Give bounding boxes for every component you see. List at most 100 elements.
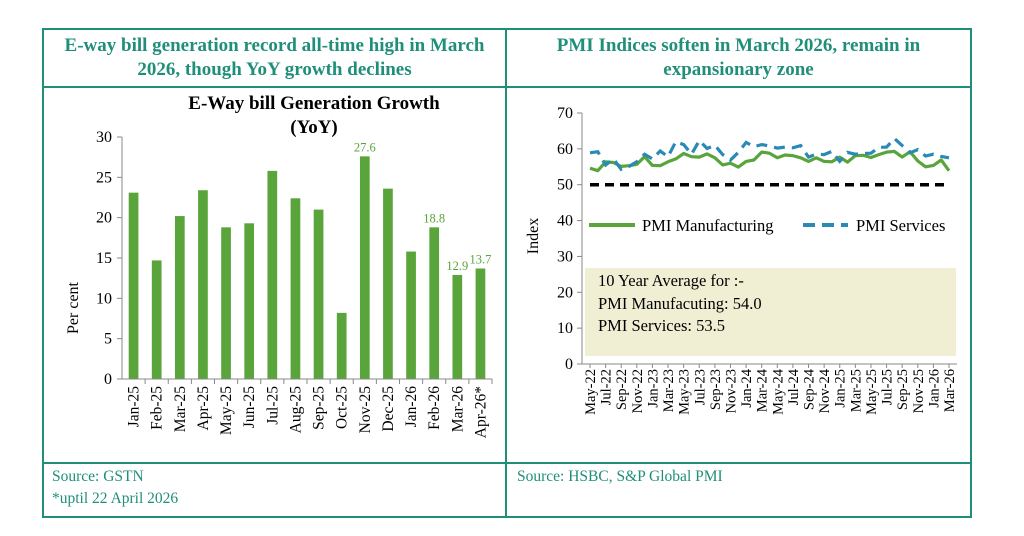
bar-x-label-feb-25: Feb-25 — [149, 386, 166, 430]
bar-y-tick-label: 30 — [96, 129, 112, 146]
bar-x-label-apr-25: Apr-25 — [195, 386, 212, 431]
right-panel-title: PMI Indices soften in March 2026, remain… — [556, 35, 921, 80]
bar-dec-25 — [383, 188, 393, 379]
line-x-label-jul-25: Jul-25 — [880, 369, 896, 405]
bar-sep-25 — [313, 209, 324, 379]
bar-y-tick-label: 15 — [96, 250, 112, 267]
bar-jan-26 — [406, 251, 416, 379]
line-x-label-mar-25: Mar-25 — [848, 369, 864, 412]
bar-x-label-aug-25: Aug-25 — [287, 386, 304, 434]
line-x-label-jan-26: Jan-26 — [926, 369, 942, 408]
bar-x-label-nov-25: Nov-25 — [357, 386, 374, 434]
ten-year-average-textbox — [585, 268, 956, 356]
textbox-line-1: 10 Year Average for :- — [598, 271, 744, 290]
header-divider — [42, 86, 972, 88]
line-x-label-jul-24: Jul-24 — [786, 368, 802, 405]
footer-divider — [42, 462, 972, 464]
bar-jan-25 — [128, 192, 139, 379]
line-x-label-nov-24: Nov-24 — [817, 368, 833, 413]
bar-data-label-feb-26: 18.8 — [423, 211, 445, 225]
bar-x-label-oct-25: Oct-25 — [334, 386, 351, 429]
right-source: Source: HSBC, S&P Global PMI — [517, 466, 723, 488]
bar-x-label-mar-26: Mar-26 — [449, 386, 466, 432]
line-x-label-nov-23: Nov-23 — [723, 369, 739, 413]
bar-y-tick-label: 25 — [96, 169, 112, 186]
line-x-label-sep-24: Sep-24 — [802, 368, 818, 410]
textbox-line-2: PMI Manufacuting: 54.0 — [598, 294, 762, 313]
left-source-text: Source: GSTN — [52, 468, 144, 485]
bar-y-tick-label: 0 — [104, 371, 112, 388]
bar-x-label-dec-25: Dec-25 — [380, 386, 397, 432]
bar-data-label-apr-26: 13.7 — [470, 252, 492, 266]
panel-divider — [505, 28, 507, 518]
legend-manufacturing-label: PMI Manufacturing — [642, 216, 774, 235]
bar-jul-25 — [267, 170, 278, 379]
line-x-label-sep-22: Sep-22 — [614, 369, 630, 410]
bar-data-label-nov-25: 27.6 — [354, 140, 376, 154]
bar-x-label-jan-25: Jan-25 — [126, 386, 143, 428]
line-y-tick-label: 40 — [557, 213, 573, 230]
line-y-tick-label: 50 — [557, 177, 573, 194]
pmi-line-chart: Index 0 10 20 30 40 50 60 70 10 Year Average fo… — [525, 105, 958, 415]
left-panel-title: E-way bill generation record all-time hi… — [64, 35, 485, 80]
bar-mar-26 — [452, 274, 463, 379]
bar-feb-25 — [151, 260, 162, 379]
bar-aug-25 — [290, 198, 301, 379]
textbox-line-3: PMI Services: 53.5 — [598, 316, 725, 335]
chart-legend: PMI Manufacturing PMI Services — [589, 216, 945, 235]
bar-y-tick-label: 10 — [96, 290, 112, 307]
bar-x-label-feb-26: Feb-26 — [426, 386, 443, 430]
bar-jun-25 — [244, 223, 255, 379]
bar-y-tick-label: 20 — [96, 210, 112, 227]
bar-x-label-jun-25: Jun-25 — [241, 386, 258, 428]
bar-x-label-sep-25: Sep-25 — [311, 386, 328, 430]
bar-chart-title-line1: E-Way bill Generation Growth — [188, 93, 440, 114]
bar-nov-25 — [359, 156, 370, 379]
line-y-tick-label: 70 — [557, 105, 573, 122]
bar-x-label-apr-26: Apr-26* — [472, 386, 489, 438]
line-x-label-may-25: May-25 — [864, 369, 880, 415]
line-x-label-may-23: May-23 — [677, 369, 693, 415]
pmi-services-line — [589, 136, 950, 172]
line-y-tick-label: 10 — [557, 320, 573, 337]
bar-chart-title-line2: (YoY) — [290, 117, 338, 138]
line-x-label-may-22: May-22 — [583, 369, 599, 415]
line-chart-y-axis-label: Index — [525, 218, 542, 254]
bar-apr-25 — [198, 190, 208, 379]
left-source: Source: GSTN *uptil 22 April 2026 — [52, 466, 178, 510]
line-y-tick-label: 0 — [565, 356, 573, 373]
pmi-manufacturing-line — [589, 149, 951, 173]
line-y-tick-label: 20 — [557, 284, 573, 301]
bar-feb-26 — [429, 227, 440, 379]
bar-may-25 — [221, 227, 231, 379]
bar-apr-26 — [475, 268, 486, 379]
bar-x-label-may-25: May-25 — [218, 386, 235, 435]
bar-x-label-jul-25: Jul-25 — [264, 386, 281, 425]
line-x-label-mar-26: Mar-26 — [942, 369, 958, 412]
left-source-note: *uptil 22 April 2026 — [52, 490, 179, 507]
line-x-label-sep-25: Sep-25 — [895, 369, 911, 410]
line-x-label-mar-24: Mar-24 — [755, 368, 771, 412]
bar-y-tick-label: 5 — [104, 331, 112, 348]
outer-frame — [42, 28, 972, 518]
line-x-label-nov-25: Nov-25 — [911, 369, 927, 413]
line-x-label-nov-22: Nov-22 — [630, 369, 646, 413]
bar-x-label-mar-25: Mar-25 — [172, 386, 189, 432]
eway-bill-bar-chart: E-Way bill Generation Growth (YoY) Per c… — [65, 93, 493, 438]
bar-x-label-jan-26: Jan-26 — [403, 386, 420, 428]
line-x-label-jul-23: Jul-23 — [692, 369, 708, 405]
line-x-label-mar-23: Mar-23 — [661, 369, 677, 412]
line-x-label-sep-23: Sep-23 — [708, 369, 724, 410]
legend-services-label: PMI Services — [856, 216, 945, 235]
bar-mar-25 — [174, 216, 185, 379]
line-y-tick-label: 30 — [557, 248, 573, 265]
line-x-label-jan-23: Jan-23 — [645, 369, 661, 408]
bar-oct-25 — [336, 312, 347, 379]
line-x-label-jan-25: Jan-25 — [833, 369, 849, 408]
line-y-tick-label: 60 — [557, 141, 573, 158]
line-x-label-jul-22: Jul-22 — [599, 369, 615, 405]
right-source-text: Source: HSBC, S&P Global PMI — [517, 468, 723, 485]
bar-chart-y-axis-label: Per cent — [65, 281, 82, 334]
bar-data-label-mar-26: 12.9 — [446, 259, 468, 273]
line-x-label-jan-24: Jan-24 — [739, 368, 755, 407]
